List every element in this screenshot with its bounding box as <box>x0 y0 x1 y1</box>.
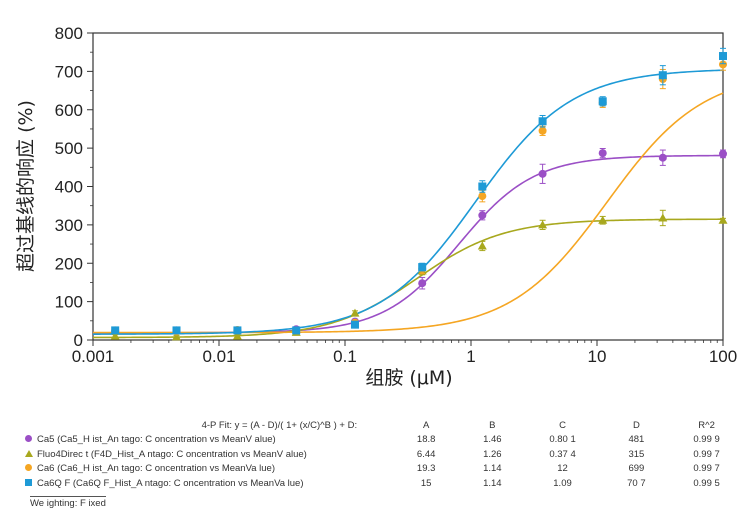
fit-value-r2: 0.99 7 <box>693 448 720 460</box>
fit-value-b: 1.46 <box>483 434 502 446</box>
y-tick-label: 200 <box>55 254 83 273</box>
fit-row-name: Ca6 (Ca6_H ist_An tago: C oncentration v… <box>37 463 275 475</box>
y-tick-label: 700 <box>55 62 83 81</box>
fit-table-header: 4-P Fit: y = (A - D)/( 1+ (x/C)^B ) + D:… <box>24 418 740 433</box>
data-point <box>292 326 301 335</box>
fit-equation: 4-P Fit: y = (A - D)/( 1+ (x/C)^B ) + D: <box>201 419 358 431</box>
fit-value-a: 15 <box>420 477 432 489</box>
data-point <box>598 149 607 158</box>
fit-row-name: Fluo4Direc t (F4D_Hist_A ntago: C oncent… <box>37 448 307 460</box>
fit-value-c: 1.09 <box>553 477 572 489</box>
data-point <box>538 169 547 178</box>
fit-value-c: 0.80 1 <box>549 434 576 446</box>
fit-results-table: 4-P Fit: y = (A - D)/( 1+ (x/C)^B ) + D:… <box>24 418 740 491</box>
fit-value-a: 19.3 <box>416 463 436 475</box>
col-header-d: D <box>632 419 640 431</box>
fit-value-r2: 0.99 7 <box>693 463 720 475</box>
x-tick-label: 100 <box>709 347 737 366</box>
data-point <box>538 117 547 126</box>
data-point <box>658 213 668 222</box>
x-tick-label: 0.001 <box>72 347 115 366</box>
fit-value-r2: 0.99 5 <box>693 477 720 489</box>
triangle-marker-icon <box>24 449 33 460</box>
plot-area: 0.001 0.01 0.1 1 10 100 0 100 200 300 400 500 600 700… <box>55 24 738 366</box>
y-tick-label: 100 <box>55 293 83 312</box>
data-point <box>598 215 608 224</box>
fit-value-a: 18.8 <box>416 434 436 446</box>
data-point <box>477 241 487 250</box>
data-point <box>478 211 487 220</box>
data-point <box>418 263 427 272</box>
fit-value-d: 70 7 <box>627 477 646 489</box>
fit-value-b: 1.14 <box>483 477 502 489</box>
fit-row-name: Ca6Q F (Ca6Q F_Hist_A ntago: C oncentrat… <box>37 477 304 489</box>
fit-value-d: 699 <box>628 463 645 475</box>
fit-curve <box>93 69 724 335</box>
x-tick-label: 1 <box>466 347 475 366</box>
fit-curve <box>93 92 724 334</box>
col-header-a: A <box>423 419 430 431</box>
data-point <box>658 71 667 80</box>
square-marker-icon <box>24 478 33 489</box>
fit-value-b: 1.14 <box>483 463 502 475</box>
col-header-c: C <box>559 419 566 431</box>
x-tick-label: 10 <box>588 347 607 366</box>
y-tick-label: 600 <box>55 101 83 120</box>
data-point <box>418 279 427 288</box>
x-tick-label: 0.1 <box>333 347 357 366</box>
data-point <box>110 331 120 340</box>
circle-marker-icon <box>24 434 33 445</box>
data-point <box>538 220 548 229</box>
fit-row: Fluo4Direc t (F4D_Hist_A ntago: C oncent… <box>24 447 740 462</box>
y-tick-label: 500 <box>55 139 83 158</box>
data-point <box>478 182 487 191</box>
data-point <box>478 192 487 201</box>
data-point <box>172 332 182 341</box>
data-point <box>350 308 360 317</box>
fit-row-name: Ca5 (Ca5_H ist_An tago: C oncentration v… <box>37 434 276 446</box>
data-point <box>232 331 242 340</box>
data-point <box>538 126 547 135</box>
fit-value-d: 315 <box>628 448 645 460</box>
data-point <box>598 97 607 106</box>
fit-value-c: 12 <box>557 463 568 475</box>
fit-value-b: 1.26 <box>483 448 502 460</box>
y-tick-label: 800 <box>55 24 83 43</box>
data-point <box>719 149 727 158</box>
circle-marker-icon <box>24 463 33 474</box>
fit-value-d: 481 <box>628 434 645 446</box>
data-point <box>658 153 667 162</box>
fit-row: Ca6Q F (Ca6Q F_Hist_A ntago: C oncentrat… <box>24 476 740 491</box>
data-point <box>719 52 727 61</box>
fit-curve <box>93 218 724 339</box>
fit-curve <box>92 154 724 334</box>
data-point <box>719 60 727 69</box>
col-header-b: B <box>489 419 496 431</box>
weighting-note: We ighting: F ixed <box>30 496 106 509</box>
data-point <box>233 326 242 335</box>
data-point <box>718 215 728 224</box>
fit-row: Ca5 (Ca5_H ist_An tago: C oncentration v… <box>24 433 740 448</box>
col-header-r2: R^2 <box>698 419 715 431</box>
fit-row: Ca6 (Ca6_H ist_An tago: C oncentration v… <box>24 462 740 477</box>
y-tick-label: 0 <box>74 331 83 350</box>
dose-response-chart: 0.001 0.01 0.1 1 10 100 0 100 200 300 400 500 600 700… <box>15 24 738 389</box>
fit-value-r2: 0.99 9 <box>693 434 720 446</box>
fit-value-a: 6.44 <box>416 448 436 460</box>
y-tick-label: 400 <box>55 178 83 197</box>
x-tick-label: 0.01 <box>202 347 235 366</box>
y-axis-title: 超过基线的响应 (%) <box>15 100 37 272</box>
data-point <box>350 320 359 329</box>
fit-value-c: 0.37 4 <box>549 448 576 460</box>
data-point <box>111 326 120 335</box>
data-point <box>172 326 181 335</box>
x-axis-title: 组胺 (μM) <box>365 367 452 389</box>
y-tick-label: 300 <box>55 216 83 235</box>
